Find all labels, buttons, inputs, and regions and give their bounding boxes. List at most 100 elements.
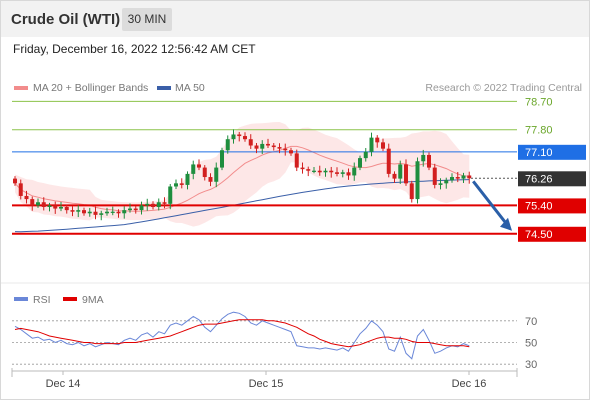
- candle-body: [13, 178, 17, 184]
- candle-body: [243, 136, 247, 140]
- candle-body: [358, 158, 362, 168]
- instrument-title: Crude Oil (WTI): [11, 11, 121, 28]
- candle-body: [197, 164, 201, 168]
- rsi-panel: 30 50 70: [12, 311, 537, 371]
- legend-ma20-label: MA 20 + Bollinger Bands: [33, 82, 148, 94]
- candle-body: [271, 145, 276, 148]
- candle-body: [53, 205, 58, 209]
- legend-rsi-label: RSI: [33, 294, 51, 306]
- level-label-77.80: 77.80: [525, 125, 553, 137]
- candle-body: [323, 170, 328, 173]
- candle-body: [41, 202, 46, 207]
- candle-body: [444, 180, 449, 184]
- forecast-arrow: [472, 180, 512, 231]
- candle-body: [260, 143, 265, 149]
- legend-9ma-label: 9MA: [82, 294, 104, 306]
- candle-body: [461, 175, 466, 179]
- candle-body: [277, 147, 282, 149]
- attribution: Research © 2022 Trading Central: [425, 82, 582, 94]
- candle-body: [36, 202, 40, 206]
- candle-body: [329, 170, 334, 173]
- rsi-tick-70: 70: [525, 316, 537, 328]
- candle-body: [363, 151, 368, 159]
- candle-body: [202, 167, 207, 178]
- legend-rsi-swatch: [14, 297, 28, 301]
- candle-body: [214, 167, 219, 182]
- candle-body: [231, 134, 236, 140]
- candle-body: [427, 154, 431, 168]
- timestamp: Friday, December 16, 2022 12:56:42 AM CE…: [13, 42, 256, 56]
- candle-body: [116, 211, 121, 214]
- candle-body: [191, 164, 196, 174]
- candle-body: [237, 134, 242, 137]
- candle-body: [47, 205, 52, 207]
- rsi-tick-50: 50: [525, 338, 537, 350]
- rsi-tick-30: 30: [525, 359, 537, 371]
- candle-body: [432, 167, 437, 185]
- bollinger-fill: [15, 122, 470, 227]
- timeframe-badge[interactable]: 30 MIN: [122, 8, 172, 31]
- candle-body: [306, 169, 311, 171]
- time-axis: Dec 14 Dec 15 Dec 16: [11, 368, 518, 390]
- level-tag-77.10: [518, 144, 586, 160]
- candle-body: [70, 210, 75, 212]
- candle-body: [415, 161, 420, 200]
- candle-body: [82, 210, 86, 214]
- candle-body: [76, 210, 81, 212]
- candle-body: [392, 173, 397, 179]
- last-price-tag: [518, 171, 586, 187]
- candle-body: [300, 167, 305, 170]
- candle-body: [352, 167, 357, 176]
- level-labels: 78.70 77.80 77.10 75.40 74.50 76.26: [518, 96, 586, 242]
- candle-body: [438, 183, 443, 185]
- ma50-line: [14, 179, 470, 233]
- candle-body: [87, 211, 92, 214]
- candle-body: [335, 172, 339, 174]
- candle-body: [99, 213, 104, 215]
- candle-body: [398, 164, 403, 179]
- forecast-arrow-head: [500, 217, 512, 231]
- bollinger-bands: [15, 122, 470, 227]
- candle-body: [248, 139, 253, 146]
- candle-body: [128, 208, 132, 211]
- main-legend: MA 20 + Bollinger Bands MA 50 Research ©…: [14, 82, 582, 94]
- candle-body: [312, 170, 316, 172]
- price-chart: MA 20 + Bollinger Bands MA 50 Research ©…: [1, 82, 589, 390]
- level-label-77.10: 77.10: [525, 147, 553, 159]
- candle-body: [185, 173, 190, 185]
- candle-body: [289, 150, 293, 154]
- candle-body: [18, 183, 23, 196]
- forecast-arrow-shaft: [472, 180, 510, 227]
- candle-body: [220, 150, 224, 168]
- candle-body: [266, 143, 270, 146]
- candle-body: [346, 172, 351, 176]
- candle-body: [64, 206, 69, 211]
- candle-body: [369, 137, 374, 152]
- legend-ma50-swatch: [157, 86, 171, 90]
- candle-body: [110, 211, 115, 213]
- candle-body: [409, 183, 414, 200]
- level-tag-74.50: [518, 226, 586, 242]
- legend-ma50-label: MA 50: [175, 82, 205, 94]
- candle-body: [122, 210, 127, 214]
- level-label-78.70: 78.70: [525, 96, 553, 108]
- candle-body: [30, 199, 35, 206]
- price-levels: [12, 100, 517, 235]
- candle-body: [294, 153, 299, 168]
- candle-body: [151, 203, 155, 207]
- level-label-75.40: 75.40: [525, 200, 553, 212]
- candle-body: [105, 211, 109, 214]
- candle-body: [133, 208, 138, 211]
- candle-body: [145, 203, 150, 206]
- rsi-legend: RSI 9MA: [14, 294, 104, 306]
- candle-body: [421, 154, 426, 162]
- candle-body: [375, 137, 380, 143]
- candle-body: [386, 148, 391, 174]
- candle-body: [317, 170, 322, 173]
- candle-body: [450, 177, 454, 181]
- candle-body: [156, 202, 161, 207]
- x-tick-label: Dec 16: [452, 378, 487, 390]
- legend-ma20-swatch: [14, 86, 28, 90]
- candle-body: [93, 211, 98, 215]
